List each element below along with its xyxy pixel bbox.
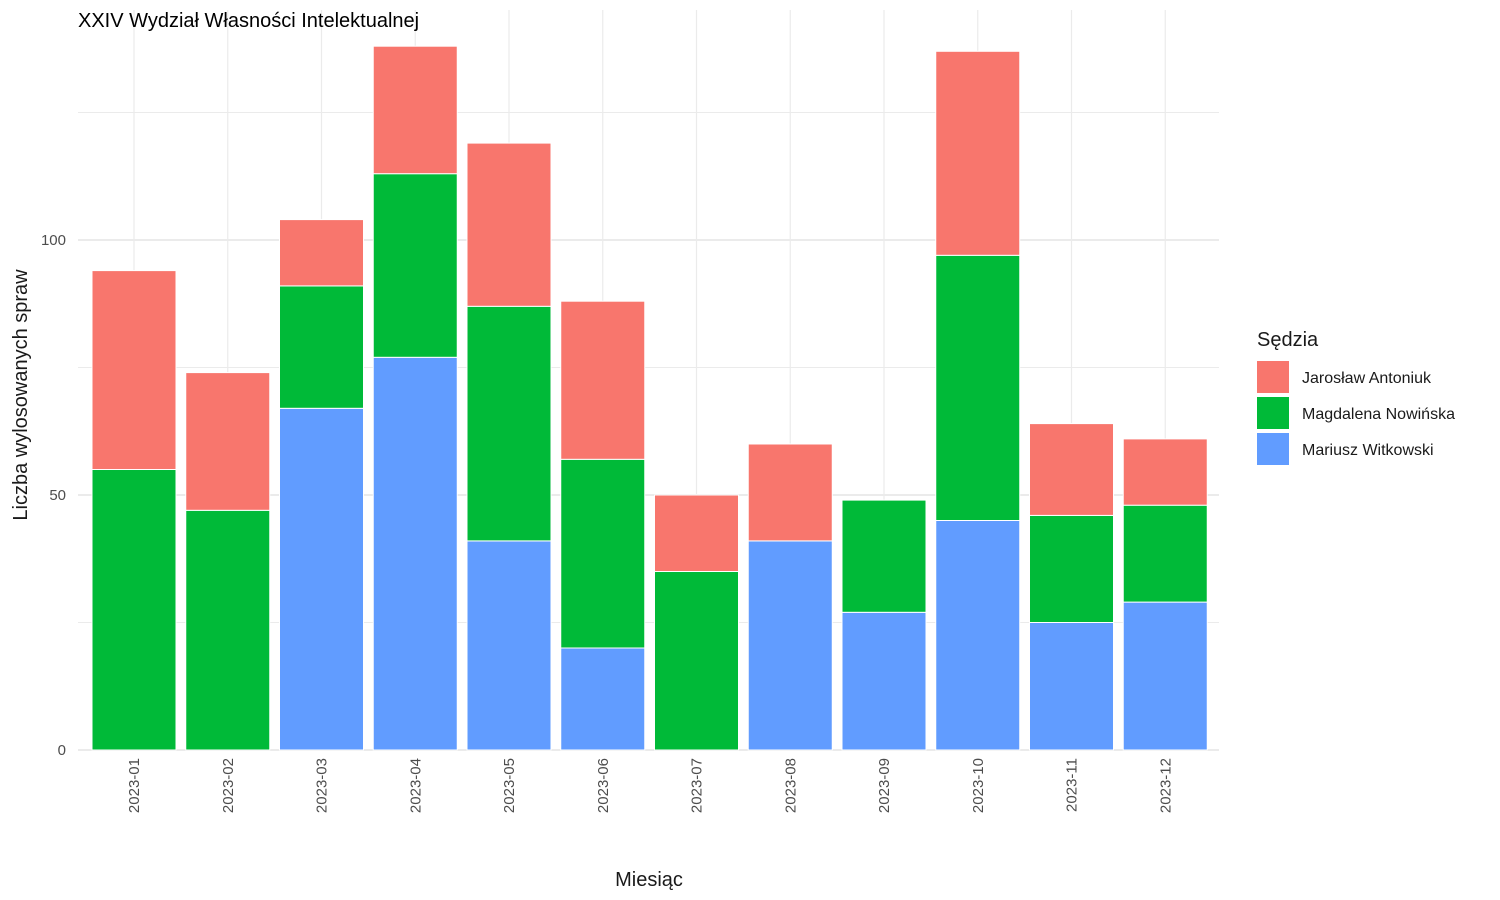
bar-segment-magdalena-nowi-ska-2023-12 — [1122, 504, 1208, 603]
y-axis-title: Liczba wylosowanych spraw — [10, 269, 32, 521]
legend-items: Jarosław Antoniuk Magdalena Nowińska Mariu… — [1257, 361, 1455, 465]
bar-segment-magdalena-nowi-ska-2023-11 — [1029, 514, 1114, 624]
x-tick-label: 2023-12 — [1157, 758, 1174, 813]
legend-swatch-magdalena-nowi-ska — [1257, 397, 1289, 429]
bars-layer — [91, 45, 1208, 751]
bar-segment-jaros-aw-antoniuk-2023-12 — [1122, 438, 1208, 506]
bar-segment-magdalena-nowi-ska-2023-02 — [185, 509, 271, 751]
bar-segment-magdalena-nowi-ska-2023-04 — [372, 173, 458, 358]
bar-segment-mariusz-witkowski-2023-08 — [747, 540, 833, 751]
bar-segment-jaros-aw-antoniuk-2023-02 — [185, 372, 271, 511]
legend-label: Magdalena Nowińska — [1302, 406, 1455, 423]
bar-segment-magdalena-nowi-ska-2023-09 — [841, 499, 927, 613]
bar-segment-mariusz-witkowski-2023-09 — [841, 611, 927, 751]
bar-segment-mariusz-witkowski-2023-10 — [935, 520, 1021, 751]
x-axis-title: Miesiąc — [615, 869, 683, 891]
bar-segment-mariusz-witkowski-2023-04 — [372, 356, 458, 751]
bar-segment-jaros-aw-antoniuk-2023-04 — [372, 45, 458, 175]
bar-segment-magdalena-nowi-ska-2023-07 — [654, 571, 739, 751]
bar-segment-jaros-aw-antoniuk-2023-01 — [91, 270, 177, 470]
bar-segment-mariusz-witkowski-2023-03 — [279, 407, 364, 751]
bar-segment-jaros-aw-antoniuk-2023-11 — [1029, 423, 1114, 516]
legend-title: Sędzia — [1257, 329, 1319, 351]
bar-segment-mariusz-witkowski-2023-06 — [560, 647, 646, 751]
bar-segment-jaros-aw-antoniuk-2023-10 — [935, 50, 1021, 256]
x-tick-label: 2023-10 — [970, 758, 987, 813]
x-tick-label: 2023-07 — [689, 758, 706, 813]
bar-segment-magdalena-nowi-ska-2023-03 — [279, 285, 364, 409]
x-tick-label: 2023-05 — [501, 758, 518, 813]
x-tick-label: 2023-06 — [595, 758, 612, 813]
legend-label: Mariusz Witkowski — [1302, 442, 1434, 459]
legend-swatch-jaros-aw-antoniuk — [1257, 361, 1289, 393]
bar-segment-magdalena-nowi-ska-2023-10 — [935, 254, 1021, 522]
y-axis-ticks: 0 50 100 — [41, 232, 66, 759]
x-tick-label: 2023-11 — [1064, 758, 1081, 812]
x-tick-label: 2023-01 — [126, 758, 143, 813]
x-axis-ticks: 2023-01 2023-02 2023-03 2023-04 2023-05 2023-… — [126, 758, 1174, 813]
bar-segment-jaros-aw-antoniuk-2023-03 — [279, 219, 364, 287]
bar-segment-jaros-aw-antoniuk-2023-08 — [747, 443, 833, 542]
bar-segment-magdalena-nowi-ska-2023-06 — [560, 458, 646, 649]
x-tick-label: 2023-09 — [876, 758, 893, 813]
legend-label: Jarosław Antoniuk — [1302, 370, 1432, 387]
bar-segment-mariusz-witkowski-2023-05 — [466, 540, 552, 751]
y-tick-label: 0 — [58, 742, 66, 759]
x-tick-label: 2023-08 — [782, 758, 799, 813]
bar-segment-jaros-aw-antoniuk-2023-06 — [560, 300, 646, 460]
bar-segment-magdalena-nowi-ska-2023-01 — [91, 469, 177, 751]
bar-segment-magdalena-nowi-ska-2023-05 — [466, 305, 552, 542]
bar-segment-mariusz-witkowski-2023-12 — [1122, 601, 1208, 751]
x-tick-label: 2023-04 — [407, 758, 424, 813]
bar-segment-jaros-aw-antoniuk-2023-07 — [654, 494, 739, 572]
bar-segment-mariusz-witkowski-2023-11 — [1029, 622, 1114, 751]
grid-layer — [78, 10, 1219, 751]
bar-segment-jaros-aw-antoniuk-2023-05 — [466, 142, 552, 307]
chart-title: XXIV Wydział Własności Intelektualnej — [78, 10, 419, 32]
legend: Sędzia Jarosław Antoniuk Magdalena Nowińs… — [1257, 329, 1455, 465]
x-tick-label: 2023-03 — [314, 758, 331, 813]
legend-swatch-mariusz-witkowski — [1257, 433, 1289, 465]
y-tick-label: 100 — [41, 232, 66, 249]
x-tick-label: 2023-02 — [220, 758, 237, 813]
y-tick-label: 50 — [49, 487, 66, 504]
